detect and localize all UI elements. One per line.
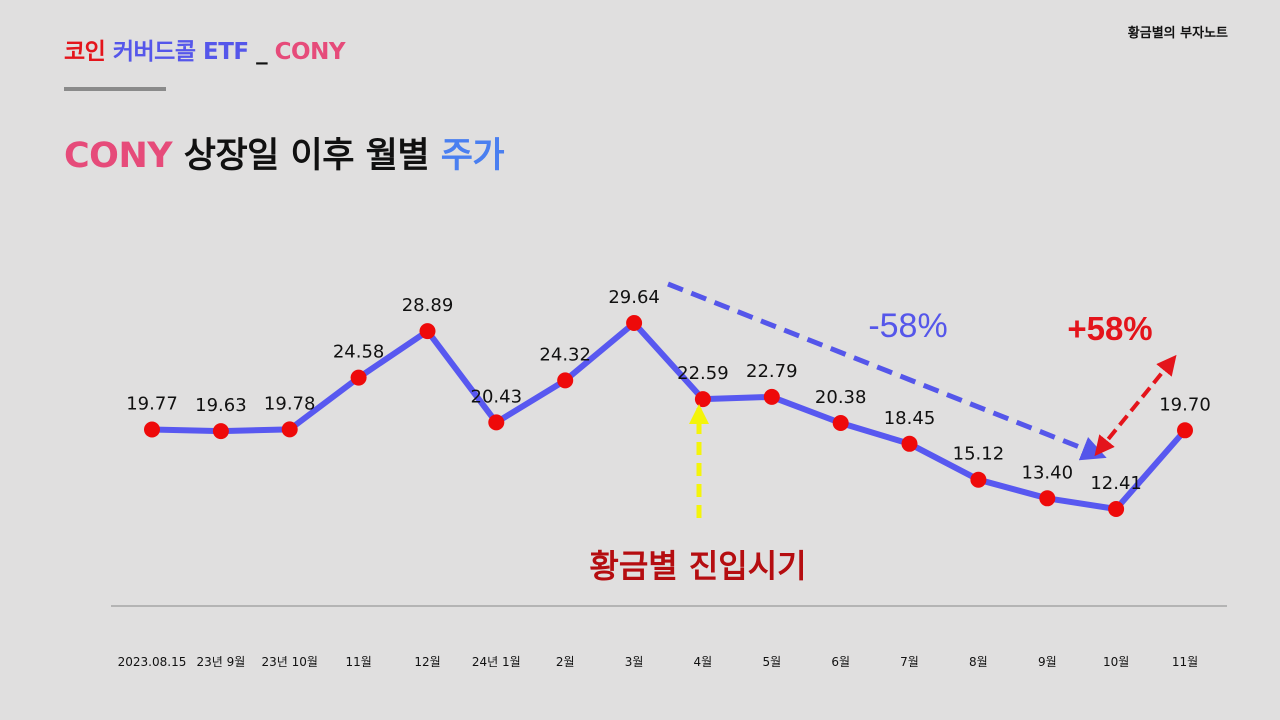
- x-tick-label: 5월: [762, 655, 781, 669]
- value-label: 13.40: [1022, 462, 1074, 483]
- value-label: 19.63: [195, 395, 247, 416]
- decline-arrow: [667, 281, 1107, 461]
- x-tick-label: 9월: [1038, 655, 1057, 669]
- value-labels: 19.77 19.63 19.78 24.58 28.89 20.43 24.32 29.64…: [126, 287, 1211, 494]
- x-tick-label: 10월: [1103, 655, 1129, 669]
- x-tick-label: 11월: [345, 655, 371, 669]
- data-point: [694, 391, 711, 408]
- x-tick-label: 23년 9월: [196, 655, 245, 669]
- brand-label: 황금별의 부자노트: [1127, 26, 1228, 41]
- data-point: [1039, 490, 1056, 507]
- value-label: 20.38: [815, 387, 867, 408]
- value-label: 12.41: [1090, 473, 1142, 494]
- x-tick-label: 3월: [625, 655, 644, 669]
- x-tick-label: 7월: [900, 655, 919, 669]
- header-ticker: CONY: [274, 39, 346, 65]
- title-divider: [64, 87, 166, 91]
- x-tick-label: 4월: [694, 655, 713, 669]
- title-ticker: CONY: [64, 136, 173, 176]
- value-label: 19.77: [126, 394, 178, 415]
- data-point: [970, 471, 987, 488]
- data-point: [1177, 422, 1193, 439]
- rebound-annotation: +58%: [1067, 310, 1152, 347]
- value-label: 19.70: [1159, 394, 1211, 415]
- data-point: [350, 369, 367, 386]
- page-title: CONY 상장일 이후 월별 주가: [64, 127, 505, 178]
- data-point: [1108, 501, 1125, 517]
- value-label: 22.59: [677, 363, 729, 384]
- data-point: [281, 421, 298, 438]
- data-point: [419, 323, 436, 340]
- value-label: 24.32: [539, 344, 591, 365]
- x-tick-label: 12월: [414, 655, 440, 669]
- value-label: 15.12: [953, 444, 1005, 465]
- title-middle: 상장일 이후 월별: [183, 136, 430, 176]
- value-label: 29.64: [608, 287, 660, 308]
- value-label: 19.78: [264, 393, 316, 414]
- x-tick-label: 6월: [831, 655, 850, 669]
- header-coin: 코인: [64, 39, 106, 65]
- x-tick-label: 2023.08.15: [118, 655, 187, 669]
- data-point: [144, 421, 160, 438]
- x-tick-label: 23년 10월: [261, 655, 317, 669]
- data-point: [626, 315, 643, 331]
- x-tick-label: 11월: [1172, 655, 1198, 669]
- value-label: 22.79: [746, 361, 798, 382]
- header-separator: _: [256, 39, 268, 65]
- data-point: [212, 423, 229, 440]
- decline-annotation: -58%: [868, 307, 947, 345]
- value-label: 18.45: [884, 408, 936, 429]
- value-label: 28.89: [402, 295, 454, 316]
- header-line: 코인 커버드콜 ETF _ CONY: [64, 32, 345, 66]
- header-etf-type: 커버드콜 ETF: [112, 39, 249, 65]
- entry-annotation: 황금별 진입시기: [589, 547, 806, 585]
- rebound-arrow: [1094, 354, 1177, 457]
- series-line: [149, 320, 1188, 512]
- x-tick-label: 24년 1월: [472, 655, 521, 669]
- x-tick-labels: 2023.08.15 23년 9월 23년 10월 11월 12월 24년 1월 2월 3월 4…: [118, 655, 1199, 669]
- title-price: 주가: [440, 136, 505, 176]
- x-tick-label: 2월: [556, 655, 575, 669]
- value-label: 20.43: [471, 386, 523, 407]
- series-layer: [144, 315, 1193, 517]
- value-label: 24.58: [333, 342, 385, 363]
- data-point: [488, 414, 505, 431]
- data-point: [901, 435, 918, 452]
- data-point: [763, 388, 780, 405]
- x-tick-label: 8월: [969, 655, 988, 669]
- data-point: [557, 372, 574, 389]
- data-point: [832, 415, 849, 431]
